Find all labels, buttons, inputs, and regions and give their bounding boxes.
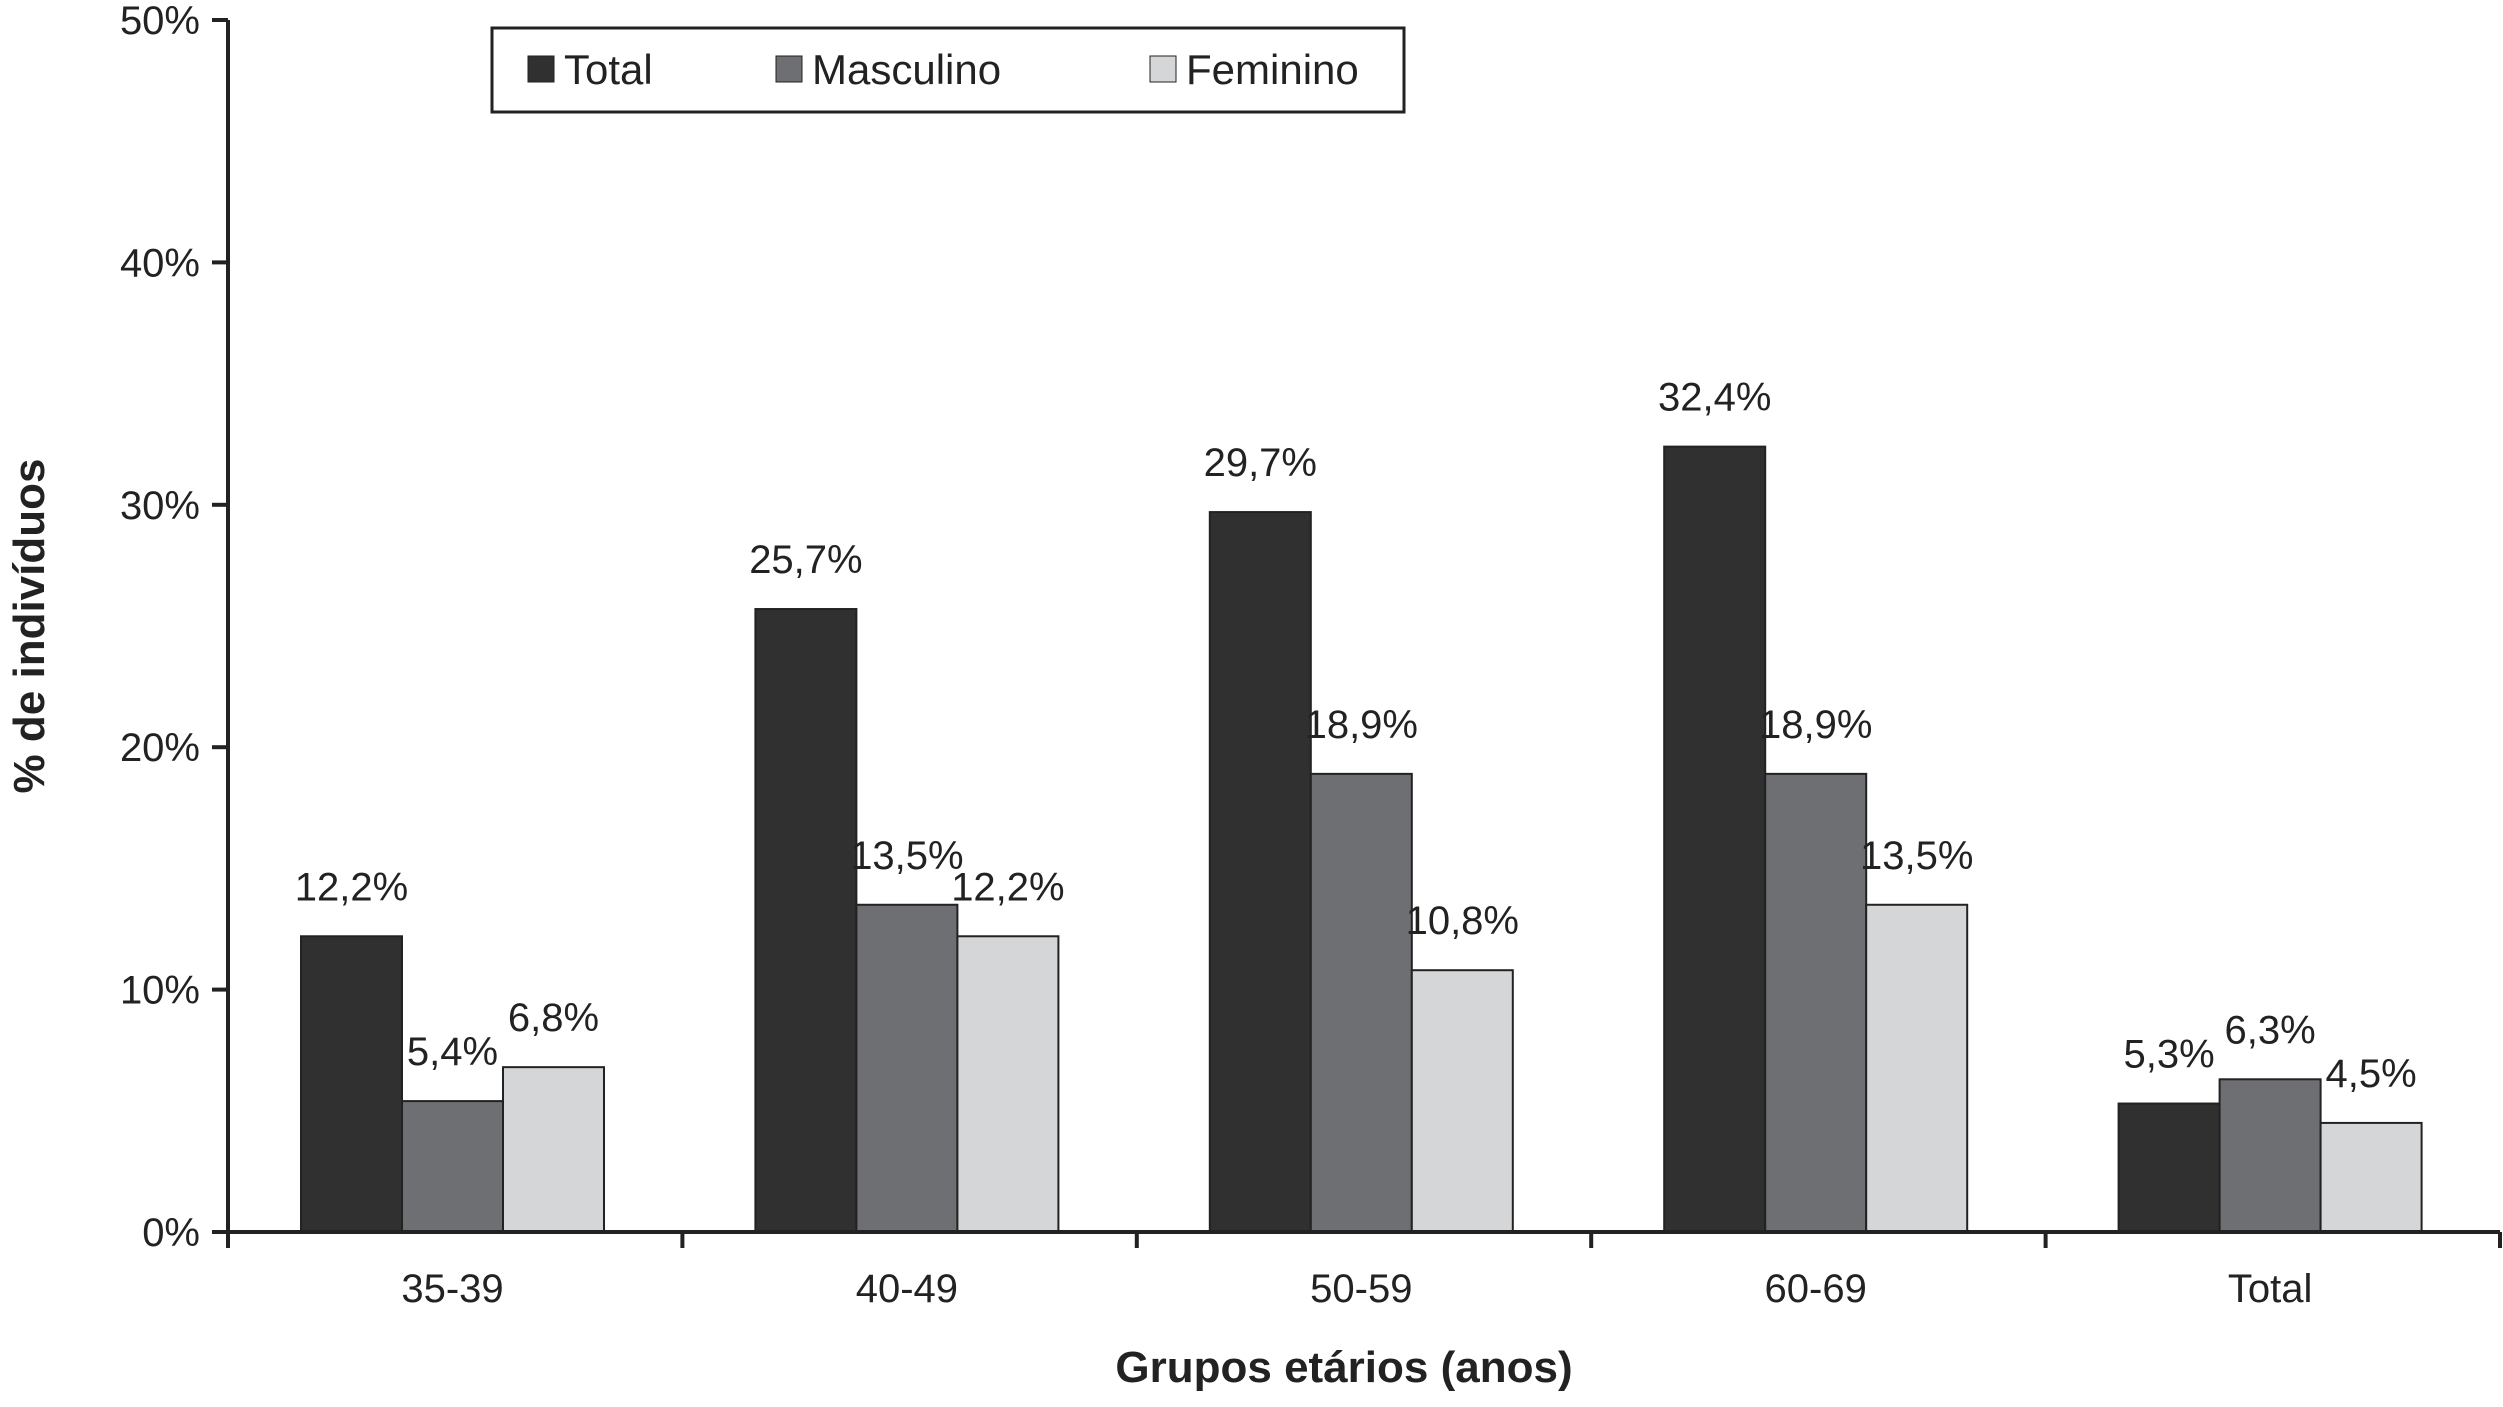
x-tick-label: Total: [2228, 1267, 2313, 1311]
data-label: 32,4%: [1658, 376, 1771, 420]
x-tick-label: 35-39: [401, 1267, 503, 1311]
data-labels-layer: 12,2% 25,7% 29,7% 32,4% 5,3% 5,4% 13,5% 18,9% 18…: [295, 376, 2417, 1096]
data-label: 13,5%: [850, 834, 963, 878]
y-axis-title: % de indivíduos: [5, 459, 54, 794]
bar-total-60-69: [1663, 445, 1767, 1233]
data-label: 12,2%: [951, 865, 1064, 909]
bar-feminino-50-59: [1410, 969, 1514, 1233]
data-label: 10,8%: [1406, 899, 1519, 943]
x-tick-label: 40-49: [856, 1267, 958, 1311]
data-label: 13,5%: [1860, 834, 1973, 878]
legend-label-masculino: Masculino: [812, 46, 1001, 93]
bar-feminino-total: [2319, 1121, 2423, 1234]
data-label: 25,7%: [749, 538, 862, 582]
bar-total-total: [2117, 1102, 2221, 1233]
data-label: 18,9%: [1305, 703, 1418, 747]
bars-layer: [300, 445, 2423, 1234]
bar-total-50-59: [1208, 511, 1312, 1233]
bar-total-35-39: [300, 935, 403, 1233]
bar-total-40-49: [754, 608, 858, 1233]
bar-masculino-total: [2218, 1078, 2322, 1233]
bar-feminino-60-69: [1865, 903, 1969, 1233]
y-tick-label: 10%: [120, 969, 200, 1013]
x-ticks-layer: 35-39 40-49 50-59 60-69 Total: [226, 1232, 2502, 1311]
legend-box: [490, 26, 1406, 114]
y-tick-label: 30%: [120, 484, 200, 528]
axes-layer: [226, 20, 2500, 1234]
data-label: 4,5%: [2326, 1052, 2417, 1096]
bar-masculino-50-59: [1309, 772, 1413, 1233]
data-label: 29,7%: [1204, 441, 1317, 485]
legend-swatch-total: [527, 55, 555, 83]
bar-masculino-35-39: [401, 1100, 504, 1233]
x-axis-title: Grupos etários (anos): [1115, 1343, 1572, 1392]
y-tick-label: 50%: [120, 0, 200, 43]
legend-items: Total Masculino Feminino: [527, 46, 1359, 93]
data-label: 6,8%: [508, 996, 599, 1040]
x-tick-label: 60-69: [1765, 1267, 1867, 1311]
legend: Total Masculino Feminino: [490, 26, 1406, 114]
legend-label-feminino: Feminino: [1186, 46, 1359, 93]
data-label: 6,3%: [2225, 1008, 2316, 1052]
bar-masculino-40-49: [855, 903, 959, 1233]
y-tick-label: 20%: [120, 726, 200, 770]
y-ticks-layer: 0% 10% 20% 30% 40% 50%: [120, 0, 228, 1255]
legend-label-total: Total: [564, 46, 653, 93]
bar-feminino-40-49: [956, 935, 1060, 1233]
legend-swatch-masculino: [775, 55, 803, 83]
data-label: 18,9%: [1759, 703, 1872, 747]
y-tick-label: 40%: [120, 241, 200, 285]
data-label: 5,3%: [2124, 1033, 2215, 1077]
x-tick-label: 50-59: [1310, 1267, 1412, 1311]
bar-feminino-35-39: [502, 1066, 605, 1233]
data-label: 12,2%: [295, 865, 408, 909]
legend-swatch-feminino: [1149, 55, 1177, 83]
y-tick-label: 0%: [142, 1211, 200, 1255]
data-label: 5,4%: [407, 1030, 498, 1074]
bar-masculino-60-69: [1764, 772, 1868, 1233]
